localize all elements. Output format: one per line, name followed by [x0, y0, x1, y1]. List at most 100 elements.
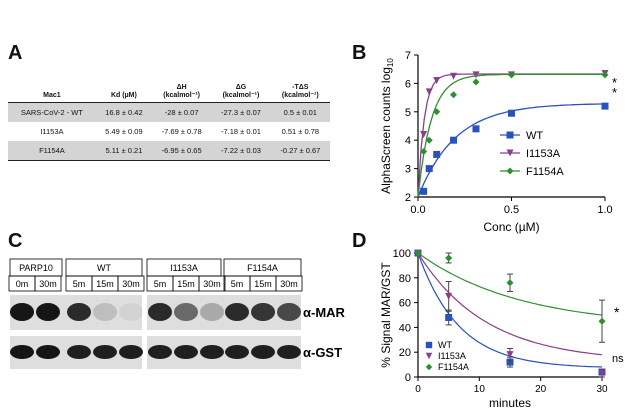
y-tick-label: 6	[405, 78, 411, 90]
lane-group-label: I1153A	[170, 263, 198, 273]
mar-band	[251, 303, 275, 321]
data-point	[472, 78, 480, 86]
y-tick-label: 20	[399, 347, 411, 359]
gst-band	[10, 345, 34, 359]
table-header-row: Mac1 Kd (µM) ΔH (kcalmol⁻¹) ΔG (kcalmol⁻¹)…	[8, 82, 330, 103]
y-tick-label: 2	[405, 192, 411, 204]
time-label: 15m	[96, 279, 114, 289]
y-axis-title: % Signal MAR/GST	[379, 262, 393, 368]
gst-band	[93, 345, 117, 359]
data-point	[598, 317, 606, 325]
gst-band	[200, 345, 224, 359]
y-axis-title: AlphaScreen counts log10	[379, 58, 395, 194]
y-tick-label: 5	[405, 107, 411, 119]
header-dh-unit: (kcalmol⁻¹)	[163, 92, 201, 99]
time-label: 30m	[122, 279, 140, 289]
y-tick-label: 80	[399, 273, 411, 285]
y-tick-label: 40	[399, 322, 411, 334]
data-point	[598, 369, 606, 377]
table-row: SARS-CoV-2 - WT 16.8 ± 0.42 -28 ± 0.07 -…	[8, 102, 330, 122]
table-cell: 5.11 ± 0.21	[95, 141, 152, 161]
time-cell	[198, 275, 226, 292]
time-course-chart: 0 20 40 60 80 100 0 10 20 30 minutes % Signal MAR/G…	[379, 248, 624, 410]
header-dg-label: ΔG	[235, 84, 247, 91]
time-label: 5m	[231, 279, 244, 289]
table-cell: -6.95 ± 0.65	[151, 141, 212, 161]
mar-band	[148, 303, 172, 321]
x-axis-title: Conc (µM)	[483, 220, 539, 234]
legend-marker	[506, 167, 514, 175]
time-label: 15m	[177, 279, 195, 289]
data-point	[425, 165, 433, 173]
data-point	[472, 125, 480, 133]
table-cell: SARS-CoV-2 - WT	[8, 102, 96, 122]
significance-mark: *	[612, 75, 617, 90]
mar-band	[93, 303, 117, 321]
table-cell: -0.27 ± 0.67	[270, 141, 330, 161]
lane-group-label: WT	[97, 263, 111, 273]
data-point	[506, 279, 514, 287]
legend-marker	[425, 363, 433, 371]
gst-band	[67, 345, 91, 359]
header-tds-label: -TΔS	[292, 84, 309, 91]
time-cell	[34, 275, 62, 292]
data-point	[425, 88, 433, 96]
itc-table: Mac1 Kd (µM) ΔH (kcalmol⁻¹) ΔG (kcalmol⁻¹)…	[8, 82, 330, 161]
mar-band	[67, 303, 91, 321]
mar-band	[10, 303, 34, 321]
data-point	[506, 358, 514, 366]
blot-membrane-gst	[147, 336, 301, 369]
x-tick-label: 1.0	[597, 204, 612, 216]
table-cell: F1154A	[8, 141, 96, 161]
gst-band	[174, 345, 198, 359]
table-cell: I1153A	[40, 127, 64, 136]
time-label: 30m	[280, 279, 298, 289]
legend-marker	[506, 131, 514, 139]
time-cell	[117, 275, 145, 292]
legend-label: I1153A	[438, 351, 466, 361]
time-label: 5m	[73, 279, 86, 289]
legend-marker	[506, 149, 514, 157]
header-kd: Kd (µM)	[111, 92, 137, 99]
lane-group-label: PARP10	[19, 263, 53, 273]
data-point	[414, 249, 422, 257]
data-point	[472, 71, 480, 79]
y-tick-label: 0	[405, 372, 411, 384]
significance-mark: *	[612, 85, 617, 100]
data-point	[450, 91, 458, 99]
panel-label-b: B	[352, 42, 367, 64]
y-tick-label: 60	[399, 298, 411, 310]
x-tick-label: 0.0	[410, 204, 425, 216]
data-point	[420, 131, 428, 139]
table-cell: -28 ± 0.07	[151, 102, 212, 122]
table-row: F1154A 5.11 ± 0.21 -6.95 ± 0.65 -7.22 ± …	[8, 141, 330, 161]
data-point	[601, 71, 609, 79]
x-tick-label: 0	[415, 384, 421, 395]
table-cell: 0.5 ± 0.01	[270, 102, 330, 122]
data-point	[506, 351, 514, 359]
x-axis-title: minutes	[489, 396, 531, 410]
time-label: 15m	[254, 279, 272, 289]
mar-band	[174, 303, 198, 321]
legend-marker	[425, 341, 433, 349]
data-point	[425, 136, 433, 144]
data-point	[445, 313, 453, 321]
data-point	[445, 254, 453, 262]
time-label: 5m	[154, 279, 167, 289]
y-tick-label: 3	[405, 164, 411, 176]
data-point	[508, 109, 515, 117]
gst-band	[277, 345, 301, 359]
legend-label: I1153A	[526, 148, 561, 160]
time-cell	[275, 275, 303, 292]
y-tick-label: 4	[405, 135, 411, 147]
data-point	[433, 150, 441, 158]
data-point	[445, 292, 453, 300]
gst-band	[251, 345, 275, 359]
data-point	[450, 72, 458, 80]
table-cell: -7.18 ± 0.01	[220, 127, 261, 136]
data-point	[450, 136, 458, 144]
y-tick-label: 7	[405, 50, 411, 62]
data-point	[433, 77, 441, 85]
mar-band	[200, 303, 224, 321]
time-label: 30m	[203, 279, 221, 289]
